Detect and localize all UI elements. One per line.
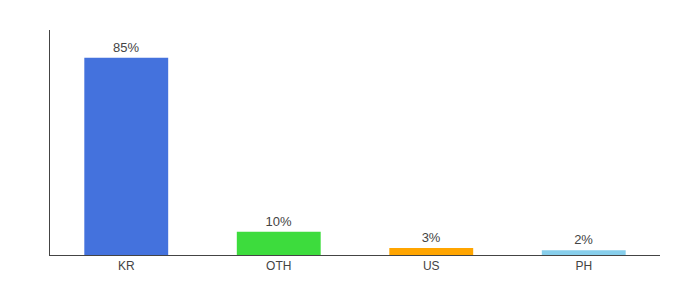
svg-text:85%: 85% [113, 40, 139, 55]
svg-text:3%: 3% [422, 230, 441, 245]
svg-text:2%: 2% [574, 232, 593, 247]
svg-text:10%: 10% [266, 214, 292, 229]
svg-text:PH: PH [575, 259, 592, 273]
svg-text:US: US [423, 259, 440, 273]
svg-text:OTH: OTH [266, 259, 291, 273]
svg-text:KR: KR [118, 259, 135, 273]
